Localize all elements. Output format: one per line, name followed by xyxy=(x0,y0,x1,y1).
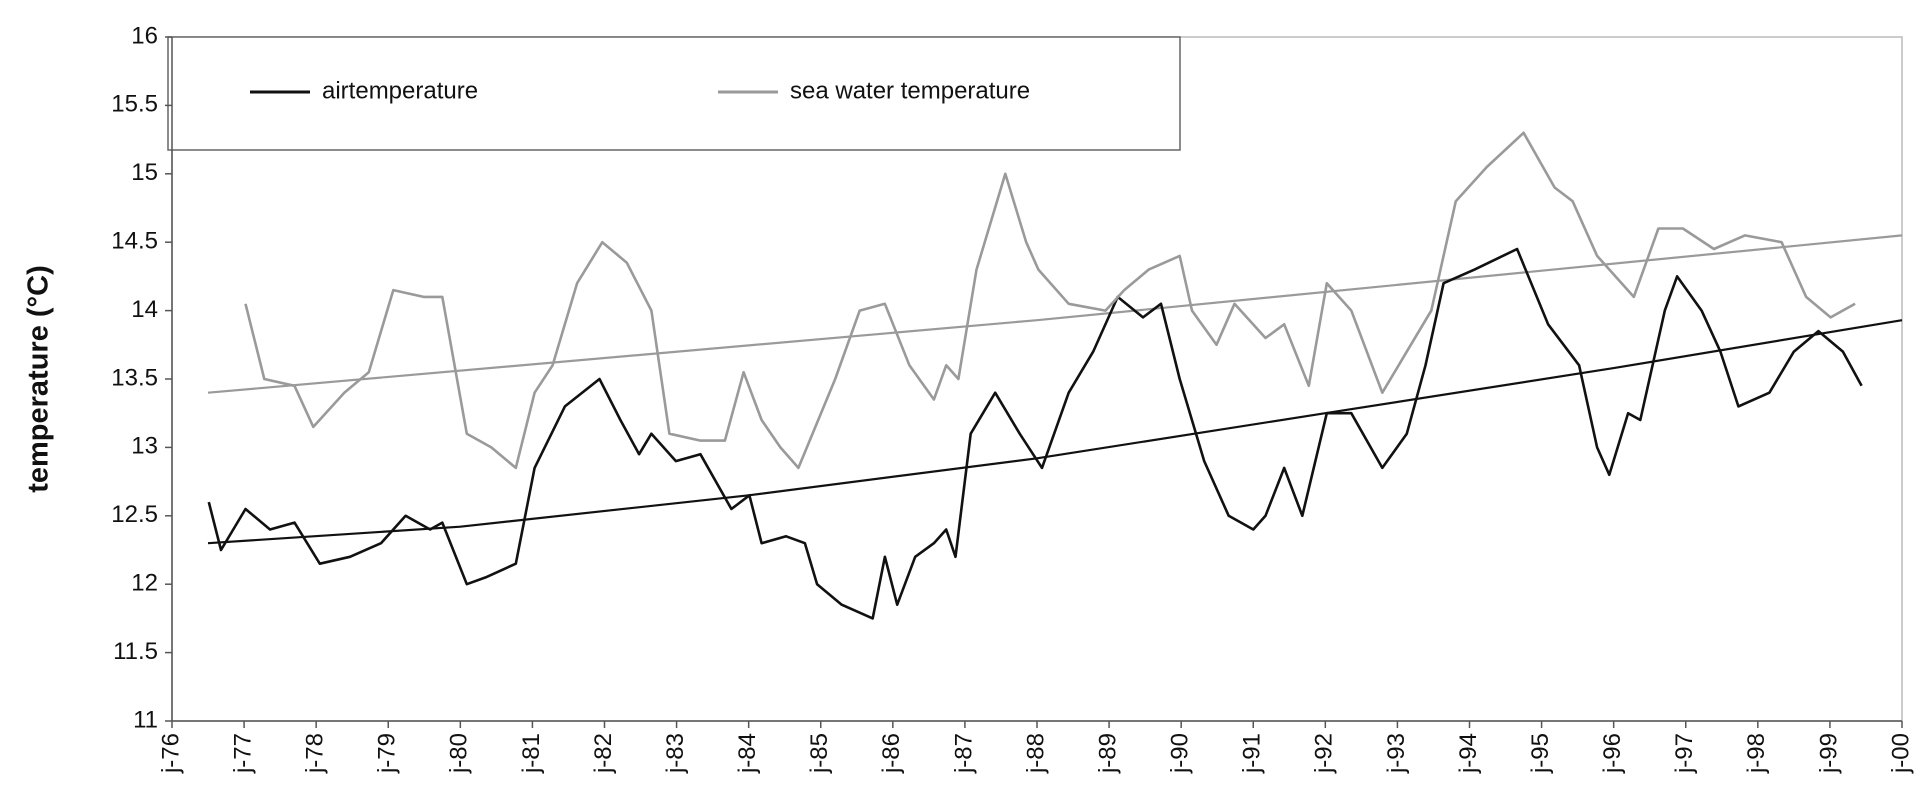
x-tick-label: j-84 xyxy=(734,733,761,774)
x-tick-label: j-91 xyxy=(1239,733,1266,774)
data-line xyxy=(207,247,1863,620)
x-tick-label: j-87 xyxy=(950,733,977,774)
y-axis-label: temperature (°C) xyxy=(23,265,55,493)
y-tick-label: 13.5 xyxy=(111,364,158,391)
x-tick-label: j-93 xyxy=(1383,733,1410,774)
x-tick-label: j-76 xyxy=(157,733,184,774)
y-tick-label: 12.5 xyxy=(111,501,158,528)
legend-label: sea water temperature xyxy=(790,77,1030,104)
y-tick-label: 12 xyxy=(131,570,158,597)
x-tick-label: j-88 xyxy=(1022,733,1049,774)
legend-box xyxy=(167,36,1181,151)
y-tick-label: 11 xyxy=(133,706,158,733)
y-tick-label: 15 xyxy=(131,159,158,186)
x-tick-label: j-79 xyxy=(374,733,401,774)
x-tick-label: j-98 xyxy=(1743,733,1770,774)
x-tick-label: j-77 xyxy=(229,733,256,774)
x-tick-label: j-96 xyxy=(1599,733,1626,774)
x-tick-label: j-81 xyxy=(518,733,545,774)
x-tick-label: j-85 xyxy=(806,733,833,774)
x-tick-label: j-97 xyxy=(1671,733,1698,774)
x-tick-label: j-89 xyxy=(1094,733,1121,774)
x-tick-label: j-94 xyxy=(1455,733,1482,774)
x-tick-label: j-86 xyxy=(878,733,905,774)
x-tick-label: j-90 xyxy=(1167,733,1194,774)
y-tick-label: 15.5 xyxy=(111,91,158,118)
x-tick-label: j-78 xyxy=(302,733,329,774)
y-tick-label: 11.5 xyxy=(113,638,158,665)
x-tick-label: j-83 xyxy=(662,733,689,774)
x-tick-label: j-00 xyxy=(1887,733,1914,774)
x-tick-label: j-92 xyxy=(1311,733,1338,774)
x-tick-label: j-99 xyxy=(1815,733,1842,774)
x-tick-label: j-80 xyxy=(446,733,473,774)
x-tick-label: j-95 xyxy=(1527,733,1554,774)
y-tick-label: 14 xyxy=(131,296,158,323)
legend-label: airtemperature xyxy=(322,77,478,104)
y-tick-label: 14.5 xyxy=(111,228,158,255)
x-tick-label: j-82 xyxy=(590,733,617,774)
trend-line xyxy=(207,234,1903,394)
y-tick-label: 13 xyxy=(131,433,158,460)
data-line xyxy=(244,131,1856,470)
y-tick-label: 16 xyxy=(131,22,158,49)
